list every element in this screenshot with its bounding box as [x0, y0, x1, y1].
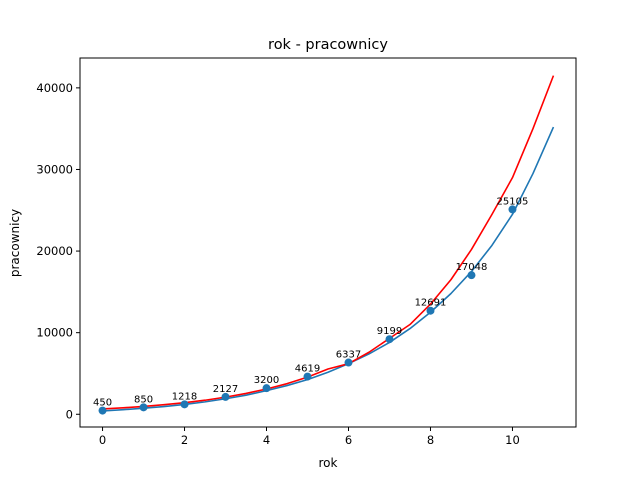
y-tick-label: 40000 [36, 81, 73, 95]
data-label: 3200 [254, 375, 279, 386]
x-tick-label: 2 [181, 433, 188, 447]
data-point [180, 400, 189, 409]
plot-area: 0 2 4 6 8 10 0 10000 20000 30000 40000 450 850 1218 21… [36, 75, 555, 447]
data-label: 17048 [456, 262, 488, 273]
chart-title: rok - pracownicy [268, 37, 388, 53]
data-label: 450 [93, 398, 112, 409]
data-label: 25105 [497, 196, 529, 207]
x-tick-label: 8 [427, 433, 434, 447]
data-label: 1218 [172, 391, 197, 402]
data-label: 850 [134, 394, 153, 405]
data-point [221, 392, 230, 401]
data-point [303, 372, 312, 381]
data-point [508, 205, 517, 214]
fit-curve [102, 75, 555, 410]
data-point [98, 406, 107, 415]
data-label: 4619 [295, 364, 320, 375]
data-point [467, 271, 476, 280]
data-label: 9199 [377, 326, 402, 337]
x-tick-label: 6 [345, 433, 352, 447]
fit-curve [102, 126, 555, 412]
data-point [139, 403, 148, 412]
data-point [385, 335, 394, 344]
y-tick-label: 10000 [36, 326, 73, 340]
axes-frame [79, 57, 577, 428]
y-tick-label: 0 [66, 407, 73, 421]
data-point [262, 384, 271, 393]
x-tick-label: 0 [99, 433, 106, 447]
data-label: 12691 [415, 298, 447, 309]
x-axis-label: rok [319, 456, 338, 470]
data-point [426, 306, 435, 315]
y-axis-label: pracownicy [8, 209, 22, 277]
data-point [344, 358, 353, 367]
y-tick-label: 30000 [36, 162, 73, 176]
x-tick-label: 10 [505, 433, 520, 447]
data-label: 6337 [336, 350, 361, 361]
data-label: 2127 [213, 384, 238, 395]
x-tick-label: 4 [263, 433, 270, 447]
y-tick-label: 20000 [36, 244, 73, 258]
